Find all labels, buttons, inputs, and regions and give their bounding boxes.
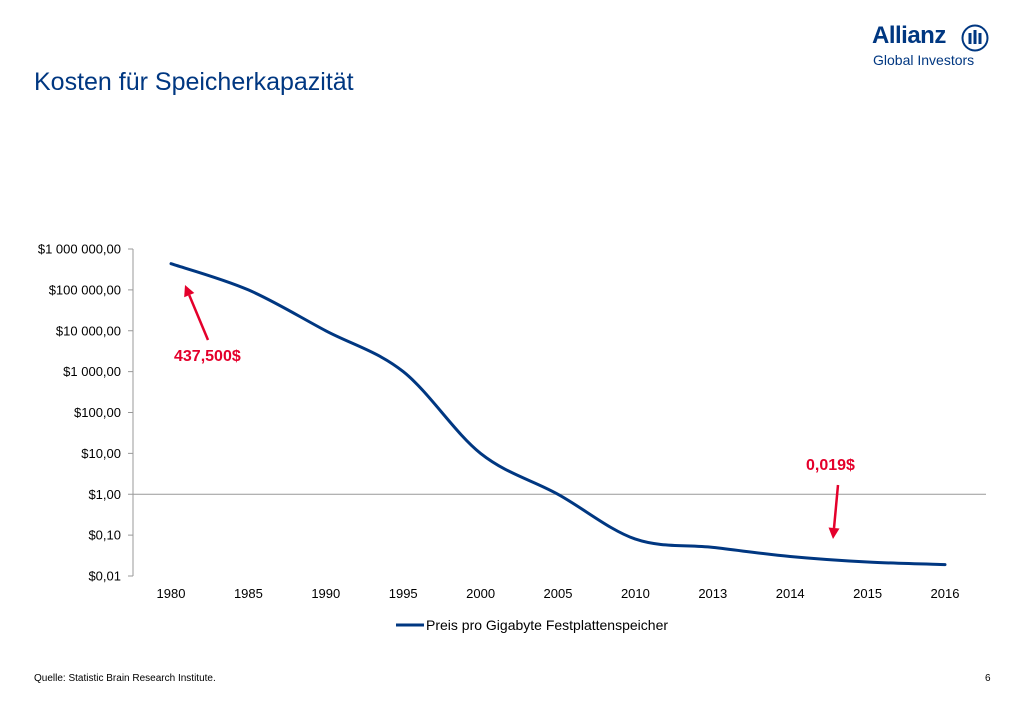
annotation-start-price: 437,500$ [174,348,241,365]
x-tick-label: 2014 [776,586,805,601]
x-tick-label: 1980 [157,586,186,601]
chart-series [169,262,947,567]
allianz-logo: Allianz Global Investors [872,22,992,72]
x-tick-label: 1985 [234,586,263,601]
chart-legend: Preis pro Gigabyte Festplattenspeicher [396,617,668,633]
chart-grid [132,249,986,576]
x-axis-ticks: 1980 1985 1990 1995 2000 2005 2010 2013 2014 2015… [157,586,960,601]
x-tick-label: 2010 [621,586,650,601]
annotation-end-price: 0,019$ [806,457,855,474]
x-tick-label: 1995 [389,586,418,601]
y-tick-label: $1 000 000,00 [38,242,121,257]
chart-annotations: 437,500$ 0,019$ [174,285,855,539]
y-tick-label: $0,10 [88,528,121,543]
logo-subline-text: Global Investors [873,52,975,68]
page-title: Kosten für Speicherkapazität [34,68,354,96]
y-axis-ticks: $1 000 000,00 $100 000,00 $10 000,00 $1 000… [38,242,133,584]
x-tick-label: 2015 [853,586,882,601]
y-tick-label: $100,00 [74,405,121,420]
annotation-start-arrow [184,285,210,341]
source-note: Quelle: Statistic Brain Research Institu… [34,673,216,684]
page-number: 6 [985,673,991,684]
x-tick-label: 1990 [311,586,340,601]
y-tick-label: $0,01 [88,569,121,584]
y-tick-label: $10,00 [81,446,121,461]
y-tick-label: $1 000,00 [63,364,121,379]
series-line [169,262,947,567]
y-tick-label: $1,00 [88,487,121,502]
x-tick-label: 2005 [544,586,573,601]
y-tick-label: $100 000,00 [49,282,121,297]
legend-label: Preis pro Gigabyte Festplattenspeicher [426,617,668,633]
y-tick-label: $10 000,00 [56,323,121,338]
logo-brand-text: Allianz [872,22,946,49]
annotation-end-arrow [828,484,840,539]
x-tick-label: 2016 [931,586,960,601]
allianz-eagle-icon [961,24,989,52]
x-tick-label: 2013 [698,586,727,601]
x-tick-label: 2000 [466,586,495,601]
